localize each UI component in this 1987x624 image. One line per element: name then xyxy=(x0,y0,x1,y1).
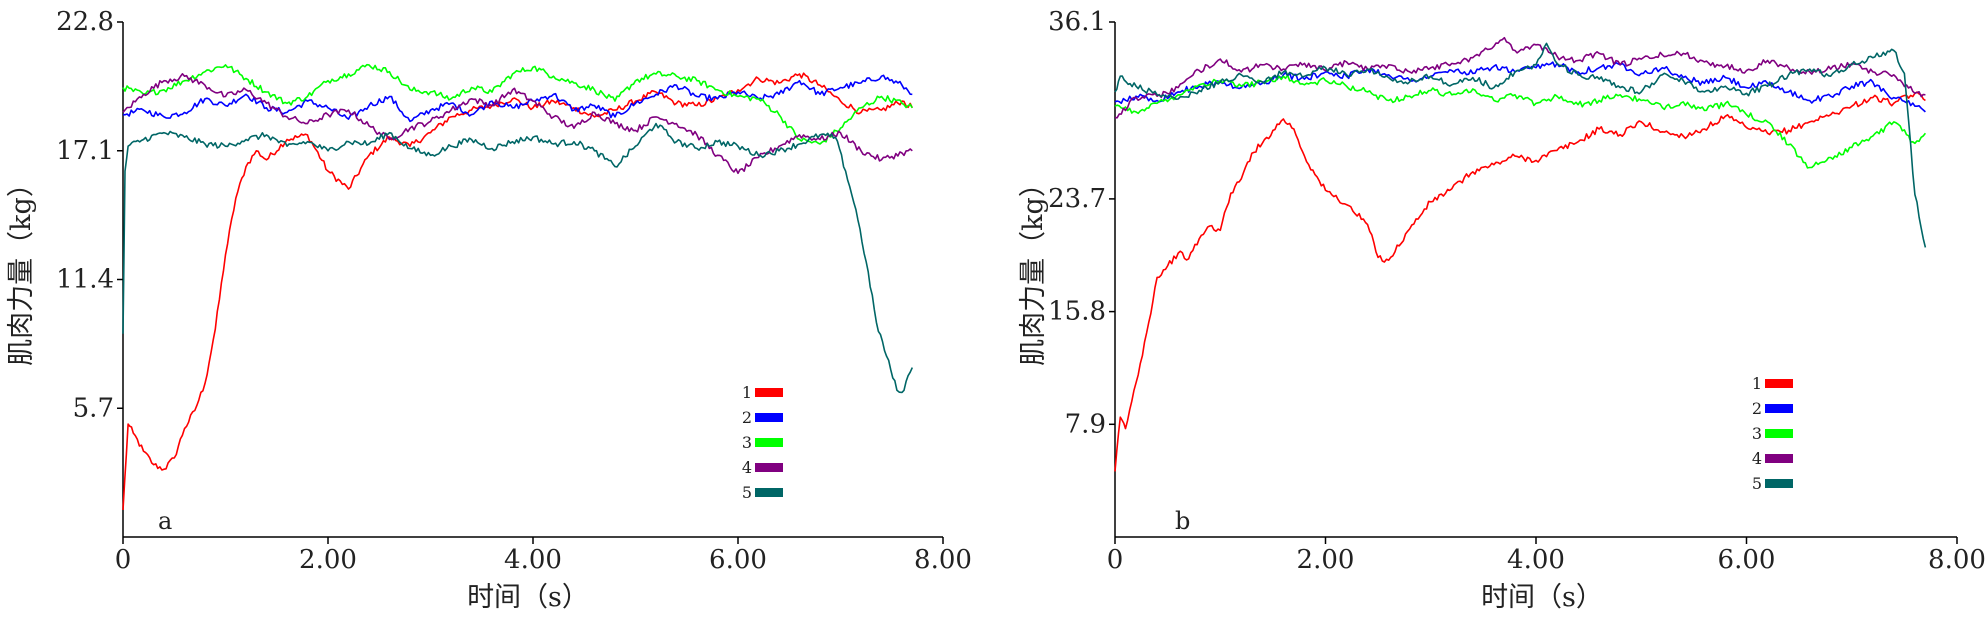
x-tick-label: 8.00 xyxy=(914,545,972,575)
y-tick-label: 22.8 xyxy=(56,7,114,37)
series-line-3 xyxy=(1114,74,1927,169)
y-tick-label: 23.7 xyxy=(1048,184,1106,214)
series-line-4 xyxy=(122,73,913,175)
legend-swatch xyxy=(1765,379,1793,388)
x-tick-label: 6.00 xyxy=(709,545,767,575)
x-tick-label: 2.00 xyxy=(299,545,357,575)
panel-label: a xyxy=(158,507,172,535)
series-line-5 xyxy=(1114,42,1927,248)
x-tick-label: 4.00 xyxy=(504,545,562,575)
chart-panel-a: 肌肉力量（kg） 时间（s） a 0 2.00 4.00 6.00 8.00 5.7 11.… xyxy=(6,7,972,613)
series-line-1 xyxy=(1114,91,1926,472)
y-tick-label: 17.1 xyxy=(56,136,114,166)
y-tick-label: 7.9 xyxy=(1065,409,1106,439)
chart-panel-b: 肌肉力量（kg） 时间（s） b 0 2.00 4.00 6.00 8.00 7.9 15.… xyxy=(1018,7,1986,613)
y-tick-label: 11.4 xyxy=(56,265,114,295)
x-tick-label: 6.00 xyxy=(1718,545,1776,575)
legend-swatch xyxy=(1765,479,1793,488)
legend-label: 4 xyxy=(1752,449,1762,468)
y-tick-label: 5.7 xyxy=(73,393,114,423)
legend-label: 5 xyxy=(1752,474,1762,493)
legend-label: 4 xyxy=(742,458,752,477)
x-axis-label: 时间（s） xyxy=(1481,582,1603,613)
legend-swatch xyxy=(1765,429,1793,438)
legend-swatch xyxy=(755,413,783,422)
panel-label: b xyxy=(1175,507,1190,535)
legend-swatch xyxy=(755,488,783,497)
legend-swatch xyxy=(1765,454,1793,463)
series-line-4 xyxy=(1114,36,1926,119)
y-axis-label: 肌肉力量（kg） xyxy=(1018,170,1049,366)
series-line-3 xyxy=(122,63,913,145)
series-line-2 xyxy=(122,74,913,123)
legend-label: 3 xyxy=(1752,424,1762,443)
legend-label: 3 xyxy=(742,433,752,452)
legend-label: 1 xyxy=(1752,374,1762,393)
x-axis-label: 时间（s） xyxy=(467,582,589,613)
y-tick-label: 36.1 xyxy=(1048,7,1106,37)
series-line-1 xyxy=(122,72,914,510)
x-tick-label: 8.00 xyxy=(1928,545,1986,575)
legend-swatch xyxy=(755,463,783,472)
series-line-5 xyxy=(122,122,914,394)
x-tick-label: 0 xyxy=(115,545,132,575)
legend-swatch xyxy=(755,438,783,447)
x-tick-label: 2.00 xyxy=(1297,545,1355,575)
y-tick-label: 15.8 xyxy=(1048,297,1106,327)
legend-label: 1 xyxy=(742,383,752,402)
legend-label: 5 xyxy=(742,483,752,502)
y-axis-label: 肌肉力量（kg） xyxy=(6,170,37,366)
x-tick-label: 0 xyxy=(1107,545,1124,575)
x-tick-label: 4.00 xyxy=(1507,545,1565,575)
legend-swatch xyxy=(1765,404,1793,413)
legend-label: 2 xyxy=(1752,399,1762,418)
legend-swatch xyxy=(755,388,783,397)
legend-label: 2 xyxy=(742,408,752,427)
